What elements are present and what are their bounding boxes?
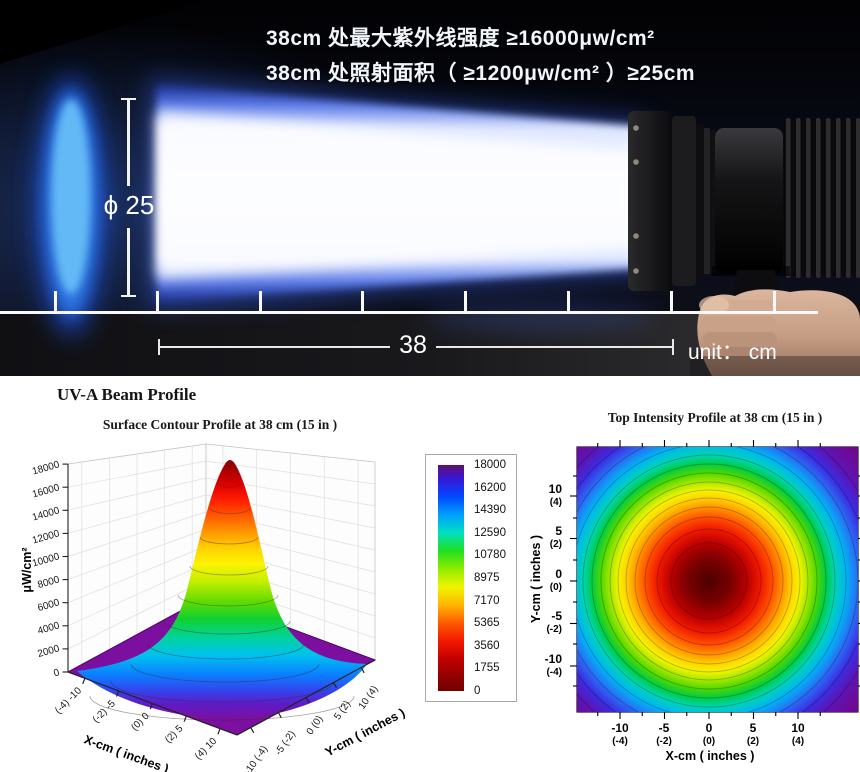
legend-value: 14390 bbox=[474, 504, 506, 517]
hm-y-axis-title: Y-cm ( inches ) bbox=[529, 534, 543, 624]
dist-cap-left bbox=[158, 339, 160, 355]
topmap-chart-title: Top Intensity Profile at 38 cm (15 in ) bbox=[607, 410, 823, 425]
bezel-screws bbox=[633, 125, 639, 274]
legend-value: 16200 bbox=[474, 481, 506, 494]
svg-text:4000: 4000 bbox=[36, 620, 61, 637]
legend-value: 0 bbox=[474, 685, 481, 697]
surface-chart-title: Surface Contour Profile at 38 cm (15 in … bbox=[102, 417, 338, 432]
svg-text:2000: 2000 bbox=[36, 643, 61, 660]
legend-value: 3560 bbox=[474, 639, 500, 652]
z-axis bbox=[62, 463, 69, 673]
legend-value: 7170 bbox=[474, 594, 500, 607]
hm-x-tick: -5 (-2) bbox=[656, 721, 672, 748]
dim-line-upper bbox=[127, 100, 130, 186]
svg-text:-10 (-4): -10 (-4) bbox=[242, 744, 270, 772]
hm-x-tick: 10 (4) bbox=[791, 721, 805, 748]
surface-3d-plot: 18000 16000 14000 12000 10000 8000 6000 … bbox=[20, 443, 407, 772]
hm-x-tick: 0 (0) bbox=[702, 721, 716, 748]
svg-text:8000: 8000 bbox=[36, 574, 61, 591]
claim-intensity: 38cm 处最大紫外线强度 ≥16000μw/cm² bbox=[266, 27, 655, 50]
distance-label: 38 bbox=[399, 331, 427, 359]
beam-scene bbox=[35, 76, 860, 376]
uv-spot-ellipse bbox=[35, 76, 107, 336]
uv-beam-cone bbox=[150, 78, 655, 309]
svg-text:16000: 16000 bbox=[31, 482, 61, 500]
heatmap-contour-rings bbox=[577, 447, 858, 712]
legend-value: 5365 bbox=[474, 617, 500, 630]
hm-x-axis-title: X-cm ( inches ) bbox=[665, 749, 755, 763]
svg-text:(4) 10: (4) 10 bbox=[193, 736, 220, 763]
hm-y-tick: -10 (-4) bbox=[544, 652, 562, 679]
svg-text:0: 0 bbox=[52, 667, 61, 679]
svg-text:14000: 14000 bbox=[31, 505, 61, 523]
svg-text:(-4) -10: (-4) -10 bbox=[53, 685, 84, 716]
dist-cap-right bbox=[672, 339, 674, 355]
dist-line-right bbox=[436, 346, 672, 348]
hero-banner: 38cm 处最大紫外线强度 ≥16000μw/cm² 38cm 处照射面积（ ≥… bbox=[0, 0, 860, 376]
dist-line-left bbox=[160, 346, 390, 348]
svg-text:10 (4): 10 (4) bbox=[357, 684, 381, 712]
gaussian-bell bbox=[77, 460, 367, 719]
diameter-label: ϕ 25 bbox=[103, 190, 155, 220]
svg-text:(2) 5: (2) 5 bbox=[163, 723, 186, 746]
bell-contour-lines bbox=[89, 482, 355, 721]
svg-text:0 (0): 0 (0) bbox=[305, 714, 326, 737]
svg-text:-5 (-2): -5 (-2) bbox=[273, 729, 298, 758]
z-axis-title: μW/cm² bbox=[20, 547, 34, 592]
dim-line-lower bbox=[127, 228, 130, 296]
svg-text:(-2) -5: (-2) -5 bbox=[91, 698, 118, 725]
x-axis-title: X-cm ( inches ) bbox=[82, 732, 170, 772]
claim-area: 38cm 处照射面积（ ≥1200μw/cm² ）≥25cm bbox=[266, 62, 696, 85]
section-heading: UV-A Beam Profile bbox=[57, 385, 197, 404]
svg-text:10000: 10000 bbox=[31, 551, 61, 569]
hm-y-tick: 0 (0) bbox=[549, 567, 562, 594]
ruler-line bbox=[0, 311, 818, 314]
legend-value: 8975 bbox=[474, 572, 500, 584]
svg-text:18000: 18000 bbox=[31, 459, 61, 477]
beam-floor-reflection bbox=[425, 303, 655, 329]
legend-value: 18000 bbox=[474, 459, 506, 471]
dim-cap-bottom bbox=[121, 295, 136, 297]
svg-text:12000: 12000 bbox=[31, 528, 61, 546]
z-axis-labels: 18000 16000 14000 12000 10000 8000 6000 … bbox=[31, 459, 61, 679]
colorbar-gradient bbox=[438, 465, 464, 691]
hm-y-tick: 10 (4) bbox=[548, 482, 562, 509]
legend-value: 10780 bbox=[474, 549, 506, 562]
intensity-heatmap bbox=[577, 447, 858, 712]
flashlight-ribs bbox=[786, 118, 860, 278]
legend-value: 12590 bbox=[474, 526, 506, 539]
dim-cap-top bbox=[121, 98, 136, 100]
hm-x-tick: 5 (2) bbox=[746, 721, 760, 748]
x-axis bbox=[67, 671, 238, 736]
hm-x-tick: -10 (-4) bbox=[611, 721, 629, 748]
flashlight bbox=[628, 111, 860, 338]
svg-text:6000: 6000 bbox=[36, 597, 61, 614]
legend-value: 1755 bbox=[474, 662, 500, 675]
colorbar-legend: 18000 16200 14390 12590 10780 8975 7170 … bbox=[425, 454, 517, 702]
y-axis bbox=[236, 659, 376, 736]
unit-label: unit： cm bbox=[688, 341, 777, 364]
hm-y-tick: 5 (2) bbox=[549, 524, 562, 551]
hm-y-tick: -5 (-2) bbox=[546, 609, 562, 636]
